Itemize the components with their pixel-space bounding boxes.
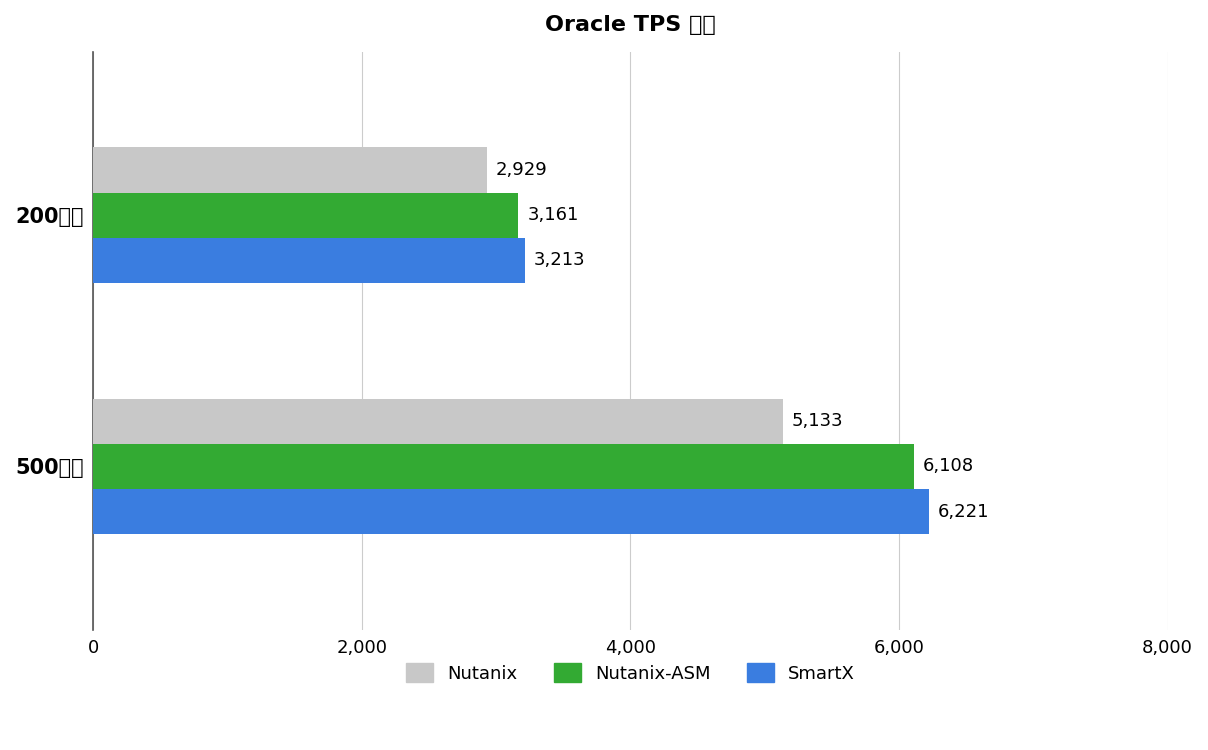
Bar [93,444,913,489]
Text: 2,929: 2,929 [496,161,547,179]
Text: 3,213: 3,213 [534,251,586,269]
Text: 6,221: 6,221 [939,503,989,520]
Text: 5,133: 5,133 [792,413,843,430]
Title: Oracle TPS 区间: Oracle TPS 区间 [545,15,716,35]
Bar [93,238,524,283]
Bar [93,147,487,193]
Bar [93,193,518,238]
Bar [93,489,929,534]
Legend: Nutanix, Nutanix-ASM, SmartX: Nutanix, Nutanix-ASM, SmartX [399,656,863,690]
Text: 6,108: 6,108 [923,458,974,476]
Text: 3,161: 3,161 [527,206,579,224]
Bar [93,398,783,444]
